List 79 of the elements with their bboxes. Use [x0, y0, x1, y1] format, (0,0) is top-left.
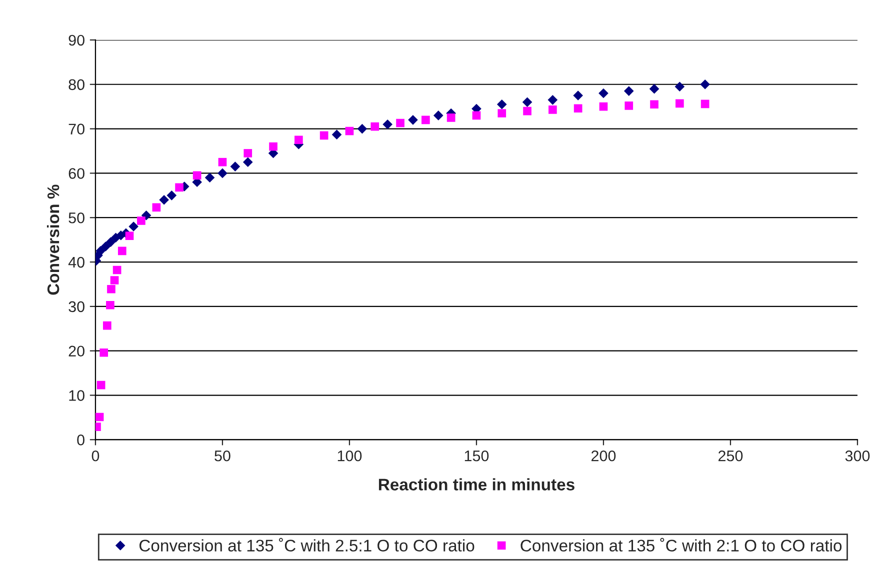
- point: [472, 111, 481, 120]
- point: [166, 190, 177, 200]
- point: [294, 136, 303, 144]
- point: [192, 171, 202, 180]
- point: [345, 126, 354, 136]
- point: [125, 232, 134, 240]
- point: [446, 114, 456, 122]
- point: [269, 142, 278, 151]
- point: [100, 348, 108, 357]
- point: [128, 222, 138, 232]
- point: [110, 276, 119, 284]
- y-tick-label: 50: [68, 212, 84, 224]
- point: [548, 106, 557, 114]
- point: [700, 100, 710, 108]
- point: [96, 246, 106, 256]
- point: [598, 88, 608, 98]
- point: [624, 86, 634, 96]
- point: [408, 115, 418, 125]
- point: [100, 242, 111, 252]
- point: [152, 203, 161, 212]
- x-tick-label: 300: [845, 450, 870, 462]
- point: [650, 100, 658, 109]
- point: [396, 118, 404, 128]
- point: [523, 106, 532, 116]
- point: [382, 119, 392, 130]
- x-tick-label: 250: [718, 450, 743, 462]
- point: [676, 99, 684, 108]
- y-tick-label: 20: [68, 346, 84, 357]
- point: [175, 183, 184, 192]
- point: [357, 124, 368, 134]
- legend-label: Conversion at 135 ˚C with 2:1 O to CO ratio: [520, 538, 842, 552]
- x-tick-label: 200: [592, 450, 616, 462]
- point: [320, 131, 328, 140]
- point: [574, 104, 582, 113]
- x-tick-label: 0: [92, 450, 100, 462]
- x-tick-label: 100: [338, 450, 362, 462]
- y-tick-label: 60: [68, 168, 84, 179]
- y-tick-label: 90: [68, 34, 84, 46]
- legend-label: Conversion at 135 ˚C with 2.5:1 O to CO ratio: [139, 538, 474, 552]
- point: [370, 122, 380, 131]
- point: [112, 266, 122, 274]
- point: [498, 109, 506, 118]
- point: [102, 321, 112, 330]
- point: [118, 246, 126, 256]
- point: [433, 110, 444, 120]
- point: [242, 157, 253, 168]
- y-tick-label: 0: [77, 434, 84, 446]
- y-tick-label: 80: [68, 79, 84, 90]
- point: [422, 116, 430, 124]
- point: [624, 102, 634, 110]
- point: [548, 95, 558, 105]
- y-axis-title: Conversion %: [46, 184, 60, 295]
- y-tick-label: 10: [69, 390, 84, 401]
- point: [649, 84, 660, 94]
- point: [230, 162, 240, 172]
- point: [496, 99, 507, 110]
- x-tick-label: 50: [214, 450, 230, 462]
- point: [218, 168, 228, 178]
- point: [700, 79, 710, 90]
- x-tick-label: 150: [464, 450, 489, 462]
- point: [96, 380, 106, 390]
- y-tick-label: 40: [68, 256, 84, 268]
- point: [106, 300, 114, 310]
- point: [107, 284, 116, 294]
- point: [159, 194, 169, 205]
- point: [106, 237, 116, 247]
- point: [674, 82, 685, 92]
- point: [332, 130, 342, 140]
- point: [599, 102, 608, 111]
- point: [137, 216, 146, 225]
- point: [218, 158, 227, 166]
- y-tick-label: 30: [68, 301, 84, 312]
- point: [522, 97, 532, 108]
- y-tick-label: 70: [68, 124, 84, 134]
- point: [244, 149, 252, 158]
- point: [573, 90, 583, 100]
- x-axis-title: Reaction time in minutes: [378, 478, 574, 490]
- point: [204, 172, 215, 183]
- point: [95, 412, 104, 422]
